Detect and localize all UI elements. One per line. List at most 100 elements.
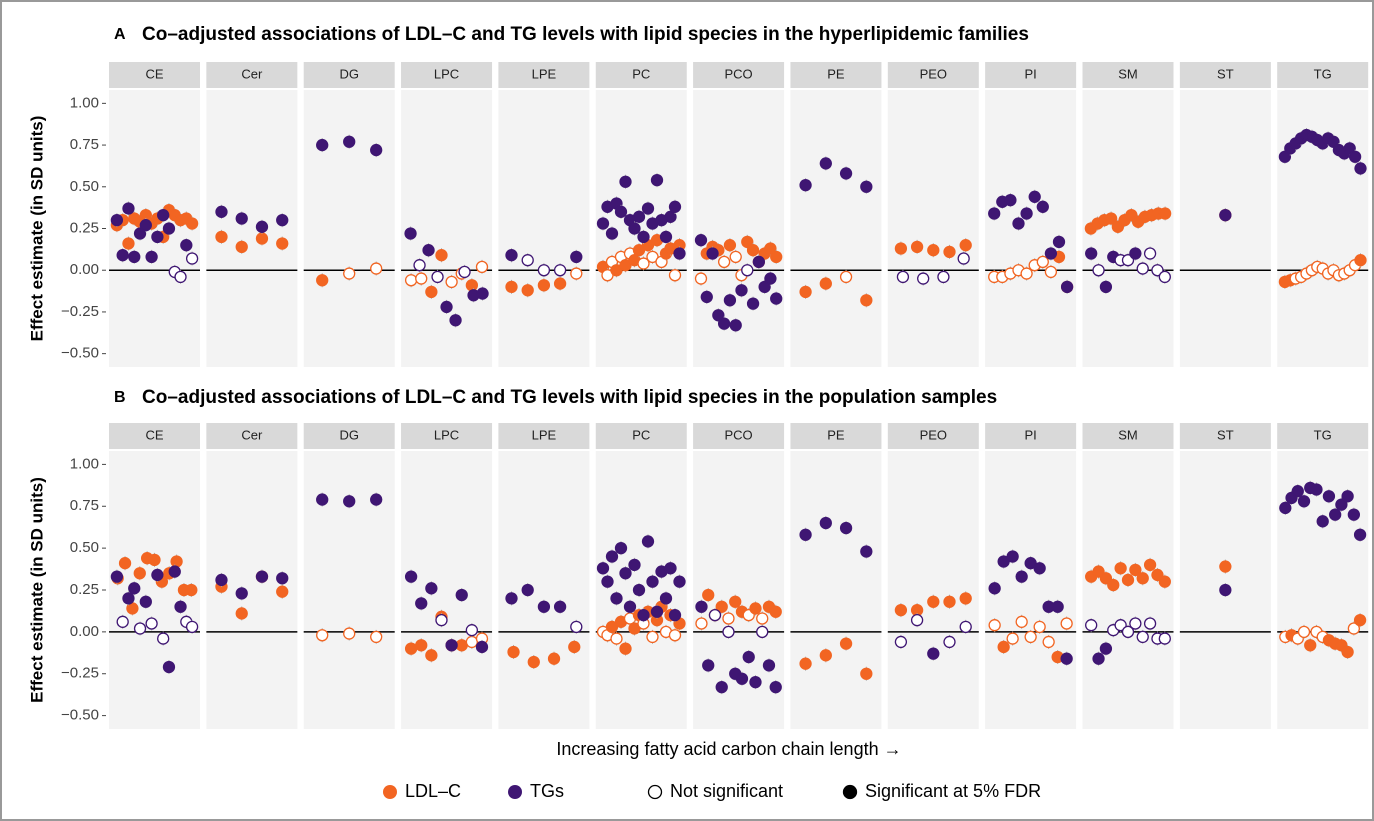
point <box>476 287 489 300</box>
point <box>276 572 289 585</box>
point <box>570 620 583 633</box>
legend-marker <box>383 785 397 799</box>
point <box>610 592 623 605</box>
point <box>729 250 742 264</box>
point <box>133 227 147 240</box>
point <box>235 212 248 225</box>
point <box>770 292 783 305</box>
point <box>894 603 908 617</box>
point <box>799 285 812 299</box>
point <box>752 255 765 269</box>
facet-strip <box>1277 423 1369 449</box>
facet-label: PCO <box>725 66 753 81</box>
point <box>943 595 956 608</box>
point <box>756 625 769 639</box>
point <box>1335 498 1348 511</box>
facet-strip <box>401 62 493 88</box>
y-tick-label: 1.00 <box>70 455 99 472</box>
facet-panel <box>790 451 882 729</box>
point <box>455 588 468 602</box>
facet-strip <box>887 62 979 88</box>
point <box>475 640 489 654</box>
point <box>715 680 728 694</box>
facet-label: CE <box>145 66 163 81</box>
point <box>1143 247 1157 260</box>
point <box>151 230 164 243</box>
point <box>741 235 754 248</box>
point <box>537 264 551 277</box>
facet-strip <box>206 423 298 449</box>
point <box>799 657 812 670</box>
point <box>1020 267 1033 280</box>
y-tick-label: 0.25 <box>70 581 99 598</box>
facet-strip <box>985 62 1077 88</box>
point <box>646 630 659 644</box>
point <box>404 570 418 583</box>
point <box>762 659 776 672</box>
point <box>1279 501 1292 515</box>
panel-label: B <box>114 389 126 406</box>
y-tick-label: −0.50 <box>61 707 99 724</box>
point <box>521 284 534 297</box>
point <box>370 262 383 275</box>
point <box>1099 280 1113 294</box>
facet-strip <box>303 62 395 88</box>
facet-label: CE <box>145 427 163 442</box>
point <box>343 135 356 148</box>
point <box>537 279 551 292</box>
point <box>1297 495 1311 508</box>
point <box>943 245 956 259</box>
point <box>404 642 418 655</box>
point <box>894 635 908 649</box>
point <box>668 629 682 642</box>
point <box>122 592 135 605</box>
facet-label: PC <box>632 427 650 442</box>
point <box>619 175 632 188</box>
facet-panel <box>887 451 979 729</box>
point <box>276 237 289 250</box>
facet-strip <box>790 62 882 88</box>
point <box>605 550 619 563</box>
facet-panel <box>1082 451 1174 729</box>
point <box>735 672 749 685</box>
point <box>1316 515 1329 528</box>
point <box>1033 620 1046 633</box>
facet-panel <box>206 90 298 367</box>
facet-label: PE <box>827 427 845 442</box>
point <box>180 239 193 252</box>
point <box>641 202 655 215</box>
point <box>664 210 677 223</box>
point <box>1136 630 1149 644</box>
point <box>1085 247 1098 260</box>
point <box>255 232 269 245</box>
point <box>455 639 468 652</box>
point <box>1129 247 1142 260</box>
point <box>465 624 479 637</box>
point <box>959 620 972 633</box>
point <box>1341 645 1354 659</box>
point <box>1304 639 1317 652</box>
point <box>1136 262 1149 275</box>
facet-strip <box>401 423 493 449</box>
point <box>570 267 583 280</box>
point <box>128 250 141 264</box>
point <box>370 493 383 506</box>
point <box>1060 280 1074 294</box>
facet-panel <box>790 90 882 367</box>
facet-label: ST <box>1217 66 1234 81</box>
point <box>343 627 356 640</box>
point <box>799 178 812 192</box>
point <box>413 259 426 272</box>
facet-panel <box>498 90 590 367</box>
point <box>708 608 722 622</box>
point <box>1033 562 1046 575</box>
point <box>1348 150 1362 163</box>
point <box>415 639 428 652</box>
point <box>570 250 583 264</box>
point <box>1129 617 1142 630</box>
point <box>110 214 124 227</box>
point <box>1121 573 1135 587</box>
facet-strip <box>1179 62 1271 88</box>
point <box>1353 528 1367 541</box>
